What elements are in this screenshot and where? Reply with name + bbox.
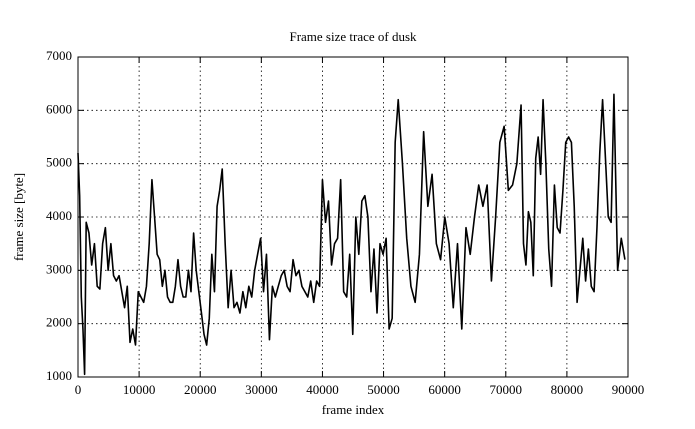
y-tick-label: 4000 bbox=[46, 208, 72, 223]
y-tick-label: 7000 bbox=[46, 48, 72, 63]
x-tick-label: 60000 bbox=[428, 382, 461, 397]
x-tick-label: 20000 bbox=[184, 382, 217, 397]
x-tick-label: 30000 bbox=[245, 382, 278, 397]
plot-frame bbox=[77, 56, 629, 378]
x-axis-label: frame index bbox=[322, 402, 385, 417]
x-tick-label: 0 bbox=[75, 382, 82, 397]
data-line bbox=[77, 93, 626, 376]
x-tick-label: 10000 bbox=[123, 382, 156, 397]
x-tick-label: 50000 bbox=[367, 382, 400, 397]
x-tick-label: 90000 bbox=[612, 382, 645, 397]
y-tick-label: 5000 bbox=[46, 155, 72, 170]
x-tick-label: 70000 bbox=[490, 382, 523, 397]
x-tick-label: 40000 bbox=[306, 382, 339, 397]
x-tick-label: 80000 bbox=[551, 382, 584, 397]
y-tick-label: 6000 bbox=[46, 101, 72, 116]
chart-title: Frame size trace of dusk bbox=[289, 29, 417, 44]
y-tick-label: 3000 bbox=[46, 261, 72, 276]
y-tick-label: 2000 bbox=[46, 315, 72, 330]
y-axis-label: frame size [byte] bbox=[11, 173, 26, 261]
y-tick-label: 1000 bbox=[46, 368, 72, 383]
